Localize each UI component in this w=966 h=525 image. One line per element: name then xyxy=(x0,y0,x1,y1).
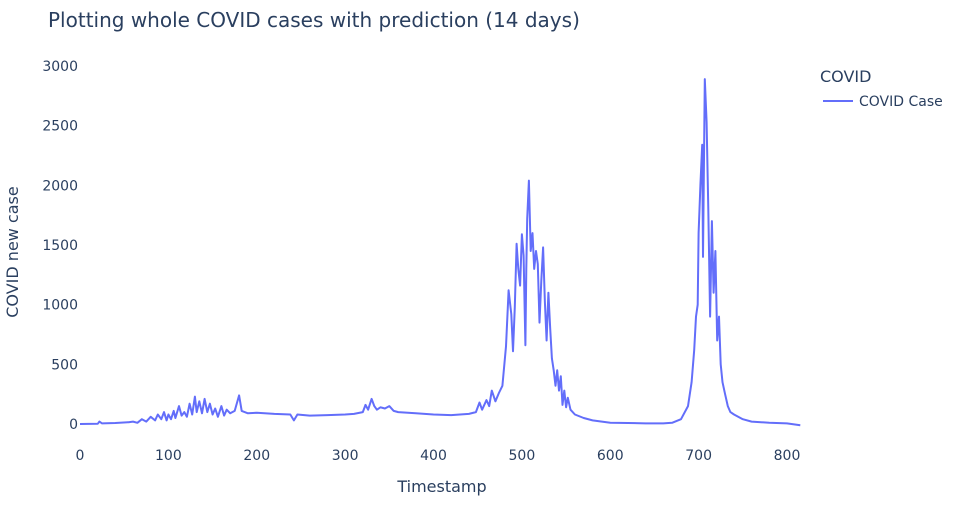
plot-area xyxy=(79,78,801,427)
x-axis-title: Timestamp xyxy=(396,477,486,496)
chart-title: Plotting whole COVID cases with predicti… xyxy=(48,8,580,32)
y-tick-label: 1500 xyxy=(42,238,78,254)
y-axis-title: COVID new case xyxy=(3,186,22,318)
y-tick-label: 1000 xyxy=(42,298,78,314)
x-tick-label: 600 xyxy=(597,448,624,464)
y-tick-label: 0 xyxy=(69,417,78,433)
y-tick-label: 500 xyxy=(51,357,78,373)
y-axis-ticks: 0 500 1000 1500 2000 2500 3000 xyxy=(42,59,78,433)
x-tick-label: 700 xyxy=(685,448,712,464)
y-tick-label: 2000 xyxy=(42,178,78,194)
legend[interactable]: COVID COVID Case xyxy=(820,67,943,110)
x-tick-label: 100 xyxy=(155,448,182,464)
x-tick-label: 500 xyxy=(509,448,536,464)
x-tick-label: 200 xyxy=(243,448,270,464)
series-line-covid-case[interactable] xyxy=(79,78,801,427)
y-tick-label: 3000 xyxy=(42,59,78,75)
x-tick-label: 400 xyxy=(420,448,447,464)
y-tick-label: 2500 xyxy=(42,119,78,135)
legend-title: COVID xyxy=(820,67,871,86)
legend-label-covid-case[interactable]: COVID Case xyxy=(859,94,943,110)
x-tick-label: 800 xyxy=(774,448,801,464)
x-axis-ticks: 0 100 200 300 400 500 600 700 800 xyxy=(76,448,801,464)
x-tick-label: 300 xyxy=(332,448,359,464)
x-tick-label: 0 xyxy=(76,448,85,464)
